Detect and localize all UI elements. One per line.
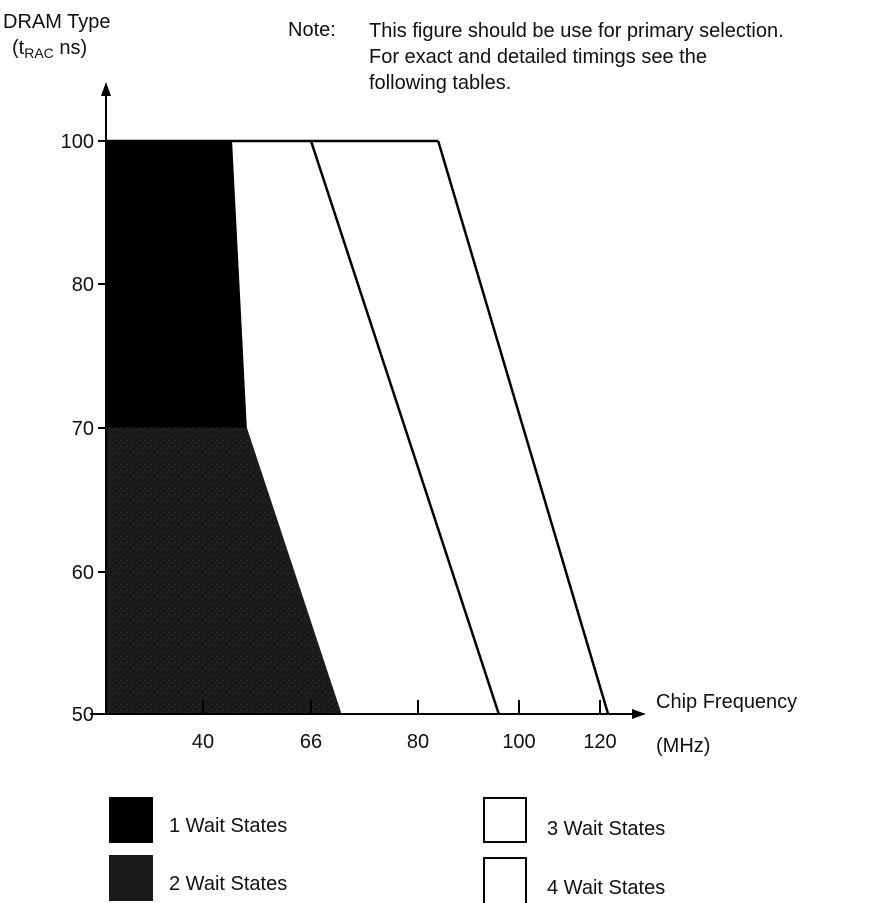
legend-label-3-wait: 3 Wait States [547, 817, 665, 841]
chart-regions [106, 141, 608, 714]
legend-label-2-wait: 2 Wait States [169, 872, 287, 896]
y-axis-arrow [101, 82, 111, 96]
legend-swatch-2-wait [109, 855, 153, 901]
x-axis-units: (MHz) [656, 734, 710, 758]
y-tick-label: 100 [61, 131, 94, 153]
x-tick-label: 40 [192, 731, 214, 753]
y-tick-label: 70 [72, 418, 94, 440]
y-tick-label: 80 [72, 274, 94, 296]
legend-swatch-3-wait [483, 797, 527, 843]
legend-swatch-4-wait [483, 857, 527, 903]
x-axis-arrow [632, 709, 646, 719]
legend-swatch-1-wait [109, 797, 153, 843]
region-1-wait-states [106, 141, 247, 428]
legend-label-1-wait: 1 Wait States [169, 814, 287, 838]
x-tick-label: 66 [300, 731, 322, 753]
x-tick-label: 80 [407, 731, 429, 753]
x-tick-label: 100 [502, 731, 535, 753]
legend-label-4-wait: 4 Wait States [547, 876, 665, 900]
x-tick-label: 120 [583, 731, 616, 753]
y-tick-label: 50 [72, 704, 94, 726]
x-axis-title: Chip Frequency [656, 690, 797, 714]
y-tick-label: 60 [72, 562, 94, 584]
